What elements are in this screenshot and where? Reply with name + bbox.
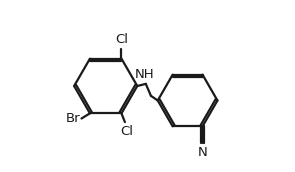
Text: N: N: [198, 147, 207, 159]
Text: Cl: Cl: [115, 33, 128, 46]
Text: NH: NH: [135, 68, 155, 81]
Text: Br: Br: [66, 112, 81, 125]
Text: Cl: Cl: [120, 125, 133, 138]
